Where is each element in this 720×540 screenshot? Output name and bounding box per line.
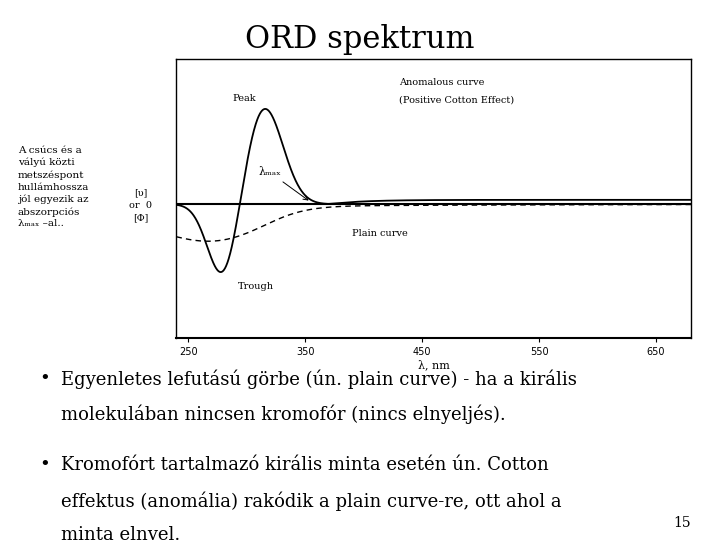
Text: molekulában nincsen kromofór (nincs elnyeljés).: molekulában nincsen kromofór (nincs elny… — [61, 405, 506, 424]
Text: (Positive Cotton Effect): (Positive Cotton Effect) — [399, 96, 514, 105]
Text: A csúcs és a
vályú közti
metszéspont
hullámhossza
jól egyezik az
abszorpciós
λₘₐ: A csúcs és a vályú közti metszéspont hul… — [18, 146, 89, 228]
Text: 15: 15 — [674, 516, 691, 530]
Text: Plain curve: Plain curve — [352, 229, 408, 238]
Text: minta elnyel.: minta elnyel. — [61, 526, 181, 540]
Text: Egyenletes lefutású görbe (ún. plain curve) - ha a királis: Egyenletes lefutású görbe (ún. plain cur… — [61, 370, 577, 389]
Text: ORD spektrum: ORD spektrum — [246, 24, 474, 55]
Text: Peak: Peak — [233, 94, 256, 103]
Text: •: • — [40, 456, 50, 474]
Text: λₘₐₓ: λₘₐₓ — [258, 167, 308, 200]
Text: Kromofórt tartalmazó királis minta esetén ún. Cotton: Kromofórt tartalmazó királis minta eseté… — [61, 456, 549, 474]
Text: •: • — [40, 370, 50, 388]
Text: Trough: Trough — [238, 281, 274, 291]
X-axis label: λ, nm: λ, nm — [418, 359, 450, 370]
Text: effektus (anomália) rakódik a plain curve-re, ott ahol a: effektus (anomália) rakódik a plain curv… — [61, 491, 562, 511]
Text: Anomalous curve: Anomalous curve — [399, 78, 484, 87]
Text: [υ]
or  0
[Φ]: [υ] or 0 [Φ] — [129, 188, 152, 222]
